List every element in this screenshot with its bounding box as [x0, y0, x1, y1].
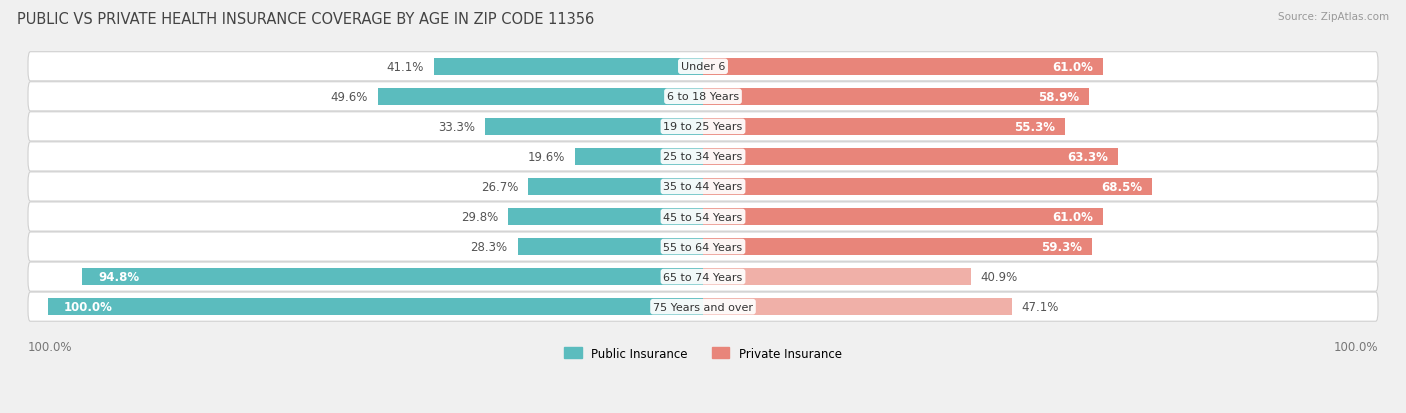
Legend: Public Insurance, Private Insurance: Public Insurance, Private Insurance [560, 342, 846, 365]
Text: 47.1%: 47.1% [1021, 300, 1059, 313]
Text: 61.0%: 61.0% [1052, 211, 1092, 223]
Text: 75 Years and over: 75 Years and over [652, 302, 754, 312]
Text: 58.9%: 58.9% [1038, 90, 1080, 104]
FancyBboxPatch shape [28, 142, 1378, 171]
Text: 33.3%: 33.3% [439, 121, 475, 133]
Text: 40.9%: 40.9% [981, 271, 1018, 283]
Text: 55 to 64 Years: 55 to 64 Years [664, 242, 742, 252]
Text: 41.1%: 41.1% [387, 61, 423, 74]
Text: 19.6%: 19.6% [527, 151, 565, 164]
Text: 26.7%: 26.7% [481, 180, 519, 194]
Bar [703, 268, 972, 286]
Bar [48, 298, 703, 316]
Text: 45 to 54 Years: 45 to 54 Years [664, 212, 742, 222]
Text: 94.8%: 94.8% [98, 271, 139, 283]
FancyBboxPatch shape [28, 262, 1378, 292]
Bar [703, 238, 1091, 256]
Bar [703, 88, 1088, 106]
Text: Under 6: Under 6 [681, 62, 725, 72]
Bar [529, 178, 703, 196]
Bar [378, 88, 703, 106]
Bar [485, 119, 703, 136]
Text: 6 to 18 Years: 6 to 18 Years [666, 92, 740, 102]
Bar [703, 208, 1102, 225]
Bar [517, 238, 703, 256]
Bar [703, 148, 1118, 166]
FancyBboxPatch shape [28, 202, 1378, 232]
FancyBboxPatch shape [28, 173, 1378, 202]
Text: 59.3%: 59.3% [1040, 240, 1081, 254]
Bar [433, 58, 703, 76]
Text: 49.6%: 49.6% [330, 90, 368, 104]
Text: Source: ZipAtlas.com: Source: ZipAtlas.com [1278, 12, 1389, 22]
Text: 55.3%: 55.3% [1015, 121, 1056, 133]
Text: 100.0%: 100.0% [28, 340, 73, 353]
Text: PUBLIC VS PRIVATE HEALTH INSURANCE COVERAGE BY AGE IN ZIP CODE 11356: PUBLIC VS PRIVATE HEALTH INSURANCE COVER… [17, 12, 595, 27]
Text: 68.5%: 68.5% [1101, 180, 1142, 194]
Text: 63.3%: 63.3% [1067, 151, 1108, 164]
FancyBboxPatch shape [28, 233, 1378, 261]
Bar [82, 268, 703, 286]
Bar [703, 58, 1102, 76]
Bar [508, 208, 703, 225]
Bar [703, 178, 1152, 196]
Text: 19 to 25 Years: 19 to 25 Years [664, 122, 742, 132]
Text: 65 to 74 Years: 65 to 74 Years [664, 272, 742, 282]
Text: 35 to 44 Years: 35 to 44 Years [664, 182, 742, 192]
Text: 29.8%: 29.8% [461, 211, 498, 223]
Bar [575, 148, 703, 166]
Bar [703, 298, 1012, 316]
FancyBboxPatch shape [28, 292, 1378, 321]
FancyBboxPatch shape [28, 83, 1378, 112]
FancyBboxPatch shape [28, 52, 1378, 82]
Text: 61.0%: 61.0% [1052, 61, 1092, 74]
Text: 100.0%: 100.0% [1333, 340, 1378, 353]
Text: 25 to 34 Years: 25 to 34 Years [664, 152, 742, 162]
Bar [703, 119, 1066, 136]
Text: 100.0%: 100.0% [65, 300, 112, 313]
FancyBboxPatch shape [28, 112, 1378, 142]
Text: 28.3%: 28.3% [471, 240, 508, 254]
